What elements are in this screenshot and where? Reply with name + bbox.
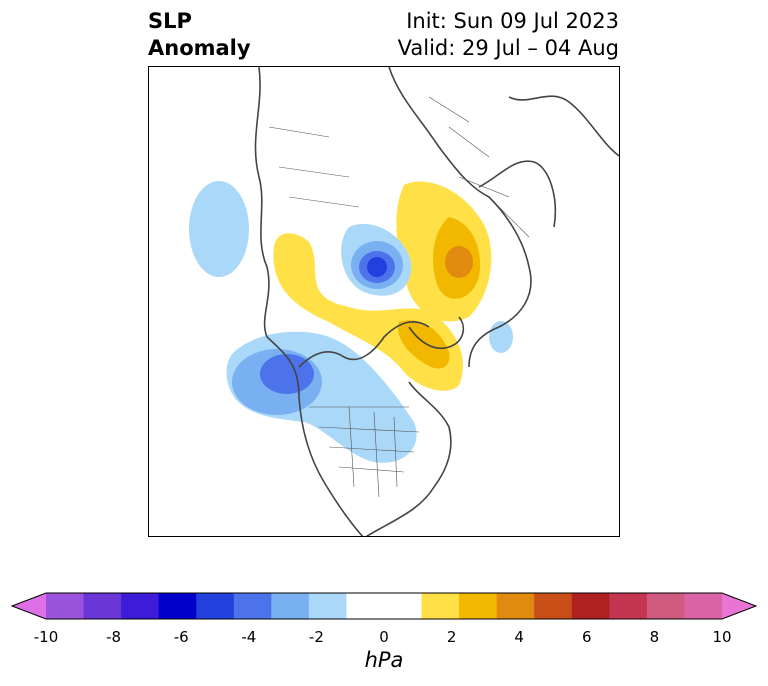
map-title: SLP Anomaly bbox=[148, 8, 251, 62]
anomaly-map bbox=[189, 67, 619, 536]
colorbar-segment bbox=[534, 593, 573, 619]
map-panel bbox=[148, 66, 620, 537]
colorbar-tick-label: 8 bbox=[649, 628, 660, 646]
colorbar bbox=[10, 592, 758, 620]
init-date: Init: Sun 09 Jul 2023 bbox=[406, 9, 619, 33]
arctic-dark-blue bbox=[367, 257, 387, 277]
title-line-2: Anomaly bbox=[148, 36, 251, 60]
colorbar-extend-low bbox=[12, 593, 46, 619]
colorbar-tick-label: -10 bbox=[33, 628, 59, 646]
colorbar-extend-high bbox=[722, 593, 756, 619]
colorbar-segment bbox=[684, 593, 723, 619]
colorbar-tick-label: -4 bbox=[241, 628, 257, 646]
colorbar-tick-label: 2 bbox=[446, 628, 457, 646]
colorbar-tick-label: 4 bbox=[514, 628, 524, 646]
pacific-light-blue-anomaly bbox=[189, 181, 249, 277]
colorbar-tick-label: 10 bbox=[712, 628, 732, 646]
colorbar-segment bbox=[421, 593, 460, 619]
colorbar-tick-label: 6 bbox=[582, 628, 592, 646]
colorbar-segment bbox=[308, 593, 347, 619]
forecast-dates: Init: Sun 09 Jul 2023 Valid: 29 Jul – 04… bbox=[398, 8, 619, 62]
colorbar-unit-label: hPa bbox=[364, 648, 404, 672]
coastlines bbox=[254, 67, 619, 536]
colorbar-tick-label: -6 bbox=[173, 628, 189, 646]
greenland-orange-core bbox=[398, 320, 450, 369]
colorbar-tick-label: 0 bbox=[379, 628, 389, 646]
colorbar-segment bbox=[158, 593, 197, 619]
colorbar-segment bbox=[346, 593, 385, 619]
valid-date: Valid: 29 Jul – 04 Aug bbox=[397, 36, 619, 60]
title-line-1: SLP bbox=[148, 9, 192, 33]
colorbar-segment bbox=[646, 593, 685, 619]
colorbar-outline bbox=[10, 592, 758, 620]
siberia-dark-core bbox=[445, 246, 473, 278]
colorbar-segment bbox=[196, 593, 235, 619]
colorbar-segment bbox=[609, 593, 648, 619]
colorbar-tick-label: -2 bbox=[308, 628, 324, 646]
colorbar-segment bbox=[496, 593, 535, 619]
colorbar-segment bbox=[384, 593, 423, 619]
colorbar-segment bbox=[83, 593, 122, 619]
colorbar-segment bbox=[46, 593, 85, 619]
colorbar-segment bbox=[571, 593, 610, 619]
colorbar-segment bbox=[271, 593, 310, 619]
colorbar-segment bbox=[233, 593, 272, 619]
colorbar-segment bbox=[459, 593, 498, 619]
colorbar-tick-label: -8 bbox=[106, 628, 122, 646]
country-borders bbox=[268, 96, 530, 498]
na-dark-blue-anomaly bbox=[260, 354, 314, 394]
colorbar-segment bbox=[121, 593, 160, 619]
